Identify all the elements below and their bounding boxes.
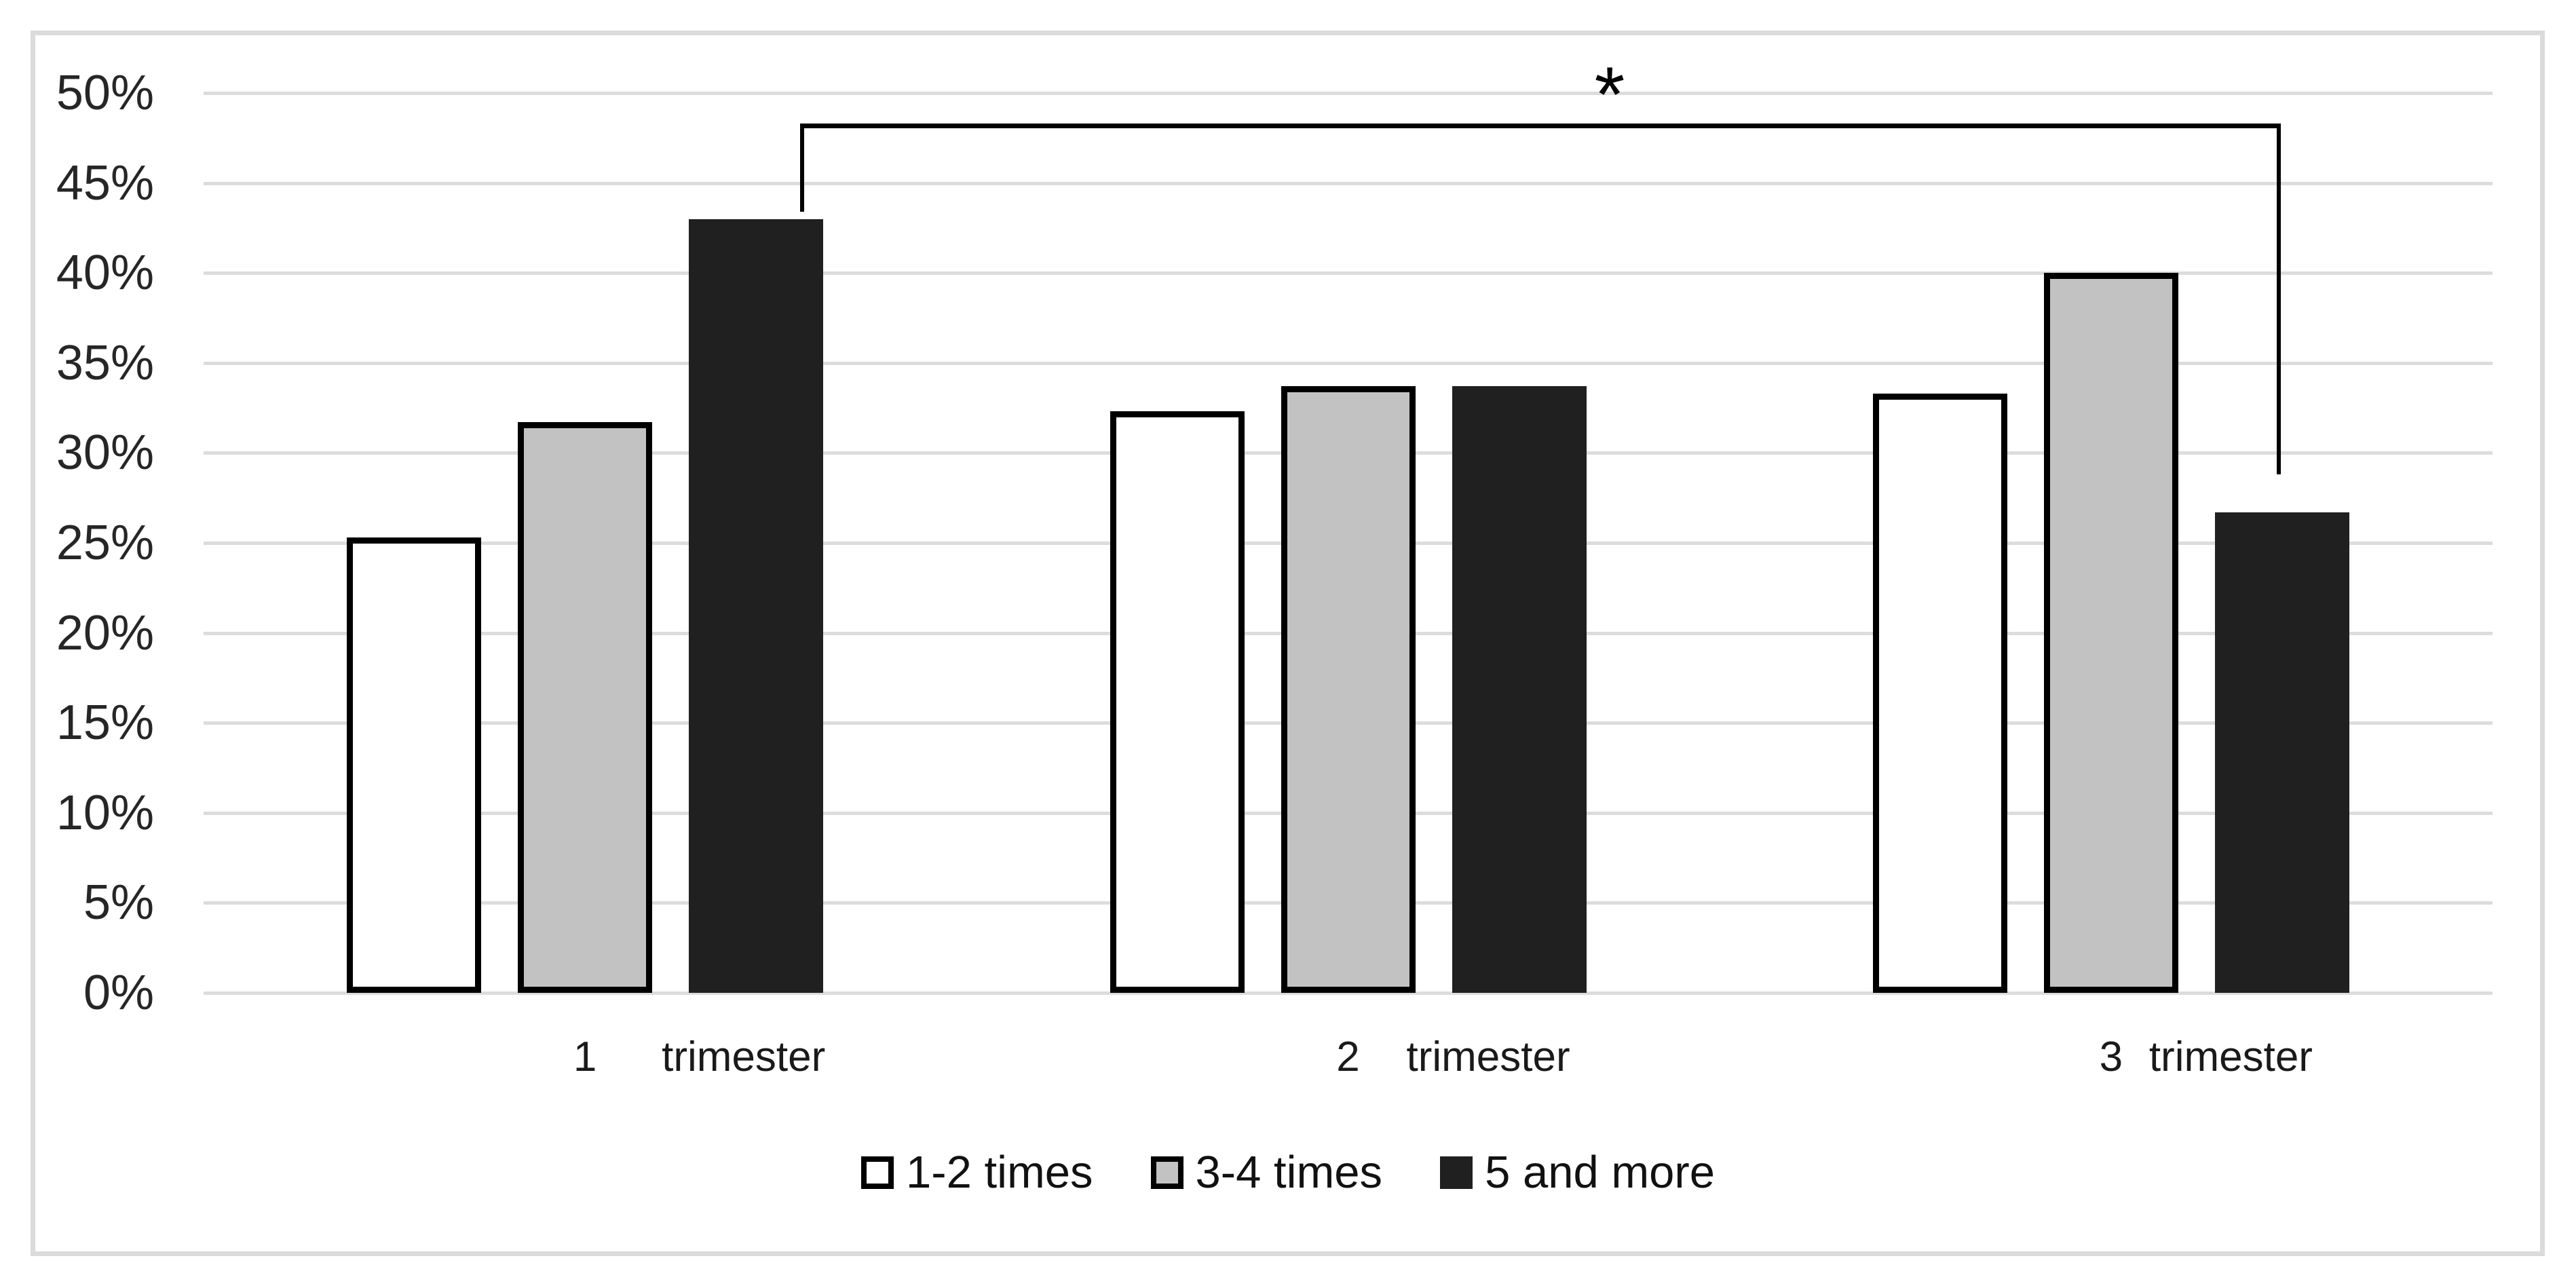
category-label-word-1: trimester <box>662 1034 826 1080</box>
bar-5-and-more-trimester-1 <box>689 219 823 993</box>
y-tick-label-50pct: 50% <box>56 66 154 120</box>
legend-swatch-3-4-times <box>1150 1156 1183 1189</box>
legend-swatch-5-and-more <box>1440 1156 1473 1189</box>
y-tick-label-0pct: 0% <box>83 966 154 1020</box>
legend-label-1-2-times: 1-2 times <box>906 1147 1093 1198</box>
y-tick-label-25pct: 25% <box>56 516 154 570</box>
bar-3-4-times-trimester-2 <box>1281 386 1416 993</box>
bar-5-and-more-trimester-3 <box>2215 512 2349 993</box>
legend-item-1-2-times: 1-2 times <box>861 1150 1093 1195</box>
category-label-word-2: trimester <box>1406 1034 1570 1080</box>
y-tick-label-30pct: 30% <box>56 425 154 480</box>
y-tick-label-10pct: 10% <box>56 785 154 840</box>
gridline-0pct <box>204 991 2493 995</box>
gridline-50pct <box>204 92 2493 95</box>
bracket-horizontal-line <box>800 124 2281 128</box>
y-tick-label-45pct: 45% <box>56 155 154 210</box>
y-tick-label-20pct: 20% <box>56 605 154 660</box>
legend-item-5-and-more: 5 and more <box>1440 1150 1715 1195</box>
chart-outer-border <box>31 31 2545 1256</box>
category-label-word-3: trimester <box>2148 1034 2313 1080</box>
y-tick-label-35pct: 35% <box>56 335 154 390</box>
category-label-number-2: 2 <box>1336 1034 1360 1080</box>
category-label-number-1: 1 <box>573 1034 597 1080</box>
gridline-40pct <box>204 271 2493 276</box>
bar-1-2-times-trimester-1 <box>347 537 481 993</box>
bracket-right-drop <box>2277 124 2281 474</box>
bar-3-4-times-trimester-3 <box>2044 273 2178 993</box>
legend-label-3-4-times: 3-4 times <box>1195 1147 1383 1198</box>
gridline-35pct <box>204 361 2493 365</box>
legend: 1-2 times 3-4 times 5 and more <box>0 1150 2576 1195</box>
legend-swatch-1-2-times <box>861 1156 894 1189</box>
legend-label-5-and-more: 5 and more <box>1485 1147 1715 1198</box>
bar-1-2-times-trimester-3 <box>1873 394 2007 993</box>
y-tick-label-40pct: 40% <box>56 246 154 301</box>
bar-5-and-more-trimester-2 <box>1452 386 1587 993</box>
category-label-number-3: 3 <box>2099 1034 2123 1080</box>
legend-item-3-4-times: 3-4 times <box>1150 1147 1383 1198</box>
y-tick-label-5pct: 5% <box>83 875 154 930</box>
gridline-45pct <box>204 181 2493 185</box>
bar-3-4-times-trimester-1 <box>518 422 652 993</box>
y-tick-label-15pct: 15% <box>56 696 154 751</box>
bar-1-2-times-trimester-2 <box>1110 411 1245 993</box>
bracket-left-drop <box>800 124 804 212</box>
significance-asterisk: * <box>1594 52 1625 138</box>
